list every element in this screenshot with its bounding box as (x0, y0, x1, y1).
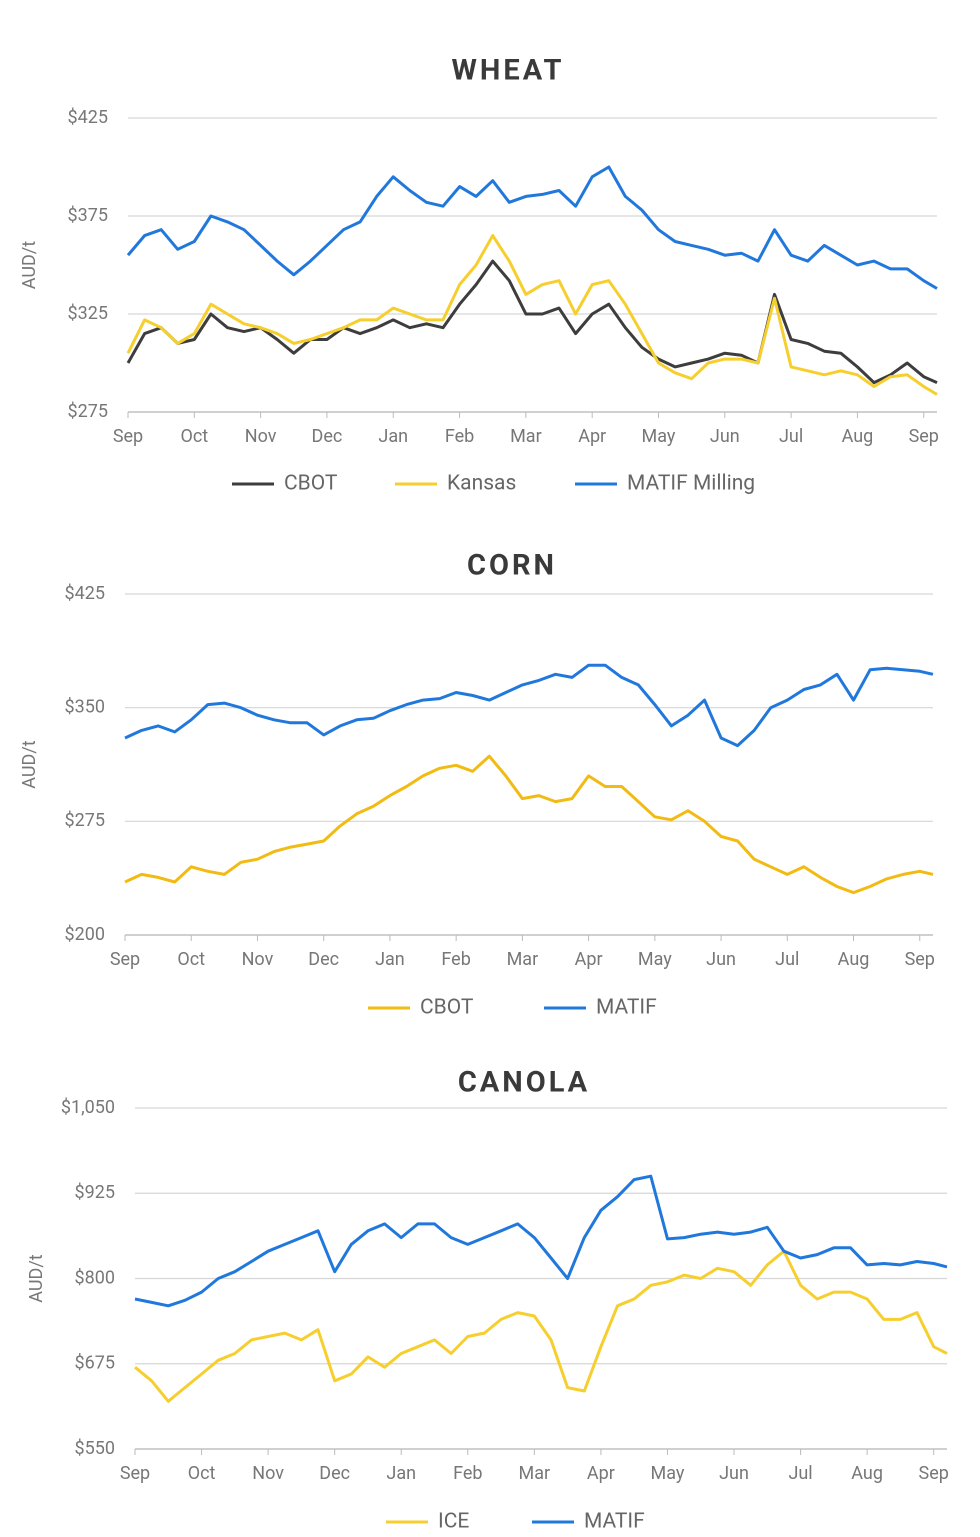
x-tick-label: May (651, 1463, 685, 1484)
x-tick-label: Sep (909, 426, 939, 447)
x-tick-label: Jul (775, 949, 799, 970)
x-tick-label: May (642, 426, 676, 447)
legend-label: Kansas (447, 472, 516, 496)
series-line (124, 754, 934, 895)
x-tick-label: Sep (113, 426, 143, 447)
x-tick-label: Dec (319, 1463, 350, 1484)
y-tick-label: $275 (65, 810, 105, 831)
x-tick-label: Jan (386, 1463, 416, 1484)
x-tick-label: Mar (507, 949, 539, 970)
y-tick-label: $1,050 (61, 1097, 115, 1118)
series-line (134, 1174, 948, 1308)
series-line (134, 1249, 948, 1403)
series-line (126, 165, 938, 290)
legend-label: MATIF (596, 996, 657, 1020)
legend-label: CBOT (420, 996, 474, 1020)
x-tick-label: Jul (779, 426, 803, 447)
x-tick-label: Jun (710, 426, 740, 447)
x-tick-label: Oct (180, 426, 208, 447)
legend-label: MATIF Milling (627, 472, 755, 496)
x-tick-label: Aug (851, 1463, 883, 1484)
x-tick-label: Sep (110, 949, 140, 970)
x-tick-label: Nov (242, 949, 274, 970)
x-tick-label: Feb (445, 426, 474, 447)
x-tick-label: Apr (575, 949, 603, 970)
chart-title: CANOLA (458, 1066, 590, 1100)
x-tick-label: Oct (188, 1463, 216, 1484)
y-tick-label: $375 (68, 205, 108, 226)
y-axis-label: AUD/t (19, 740, 40, 789)
y-tick-label: $425 (65, 583, 105, 604)
x-tick-label: Aug (842, 426, 874, 447)
y-tick-label: $275 (68, 401, 108, 422)
y-tick-label: $325 (68, 303, 108, 324)
y-tick-label: $550 (75, 1438, 115, 1459)
chart-title: CORN (467, 549, 557, 583)
legend-label: MATIF (584, 1510, 645, 1534)
x-tick-label: Nov (245, 426, 277, 447)
x-tick-label: Mar (519, 1463, 551, 1484)
x-tick-label: Sep (919, 1463, 949, 1484)
x-tick-label: Mar (510, 426, 542, 447)
x-tick-label: Jun (719, 1463, 749, 1484)
x-tick-label: Feb (453, 1463, 482, 1484)
x-tick-label: Apr (578, 426, 606, 447)
chart-title: WHEAT (452, 54, 565, 88)
legend-label: ICE (438, 1510, 469, 1534)
x-tick-label: Oct (177, 949, 205, 970)
x-tick-label: Jul (788, 1463, 812, 1484)
y-axis-label: AUD/t (19, 241, 40, 290)
legend-label: CBOT (284, 472, 338, 496)
x-tick-label: Aug (838, 949, 870, 970)
series-line (126, 259, 938, 385)
y-tick-label: $925 (75, 1182, 115, 1203)
x-tick-label: Jan (378, 426, 408, 447)
chart: CORN AUD/t $200 $275 $350 $425 Sep Oct Nov Dec Jan… (19, 549, 935, 1020)
y-tick-label: $675 (75, 1353, 115, 1374)
chart: CANOLA AUD/t $550 $675 $800 $925 $1,050 Sep Oct N… (26, 1066, 949, 1534)
y-tick-label: $200 (65, 924, 105, 945)
chart: WHEAT AUD/t $275 $325 $375 $425 Sep Oct Nov Dec Ja… (19, 54, 939, 496)
x-tick-label: Dec (312, 426, 343, 447)
x-tick-label: Jun (706, 949, 736, 970)
x-tick-label: Dec (308, 949, 339, 970)
y-axis-label: AUD/t (26, 1254, 47, 1303)
x-tick-label: Feb (441, 949, 470, 970)
series-line (126, 234, 938, 396)
x-tick-label: Apr (587, 1463, 615, 1484)
y-tick-label: $800 (75, 1267, 115, 1288)
x-tick-label: May (638, 949, 672, 970)
x-tick-label: Jan (375, 949, 405, 970)
y-tick-label: $350 (65, 696, 105, 717)
x-tick-label: Nov (252, 1463, 284, 1484)
series-line (124, 663, 934, 748)
x-tick-label: Sep (905, 949, 935, 970)
y-tick-label: $425 (68, 107, 108, 128)
x-tick-label: Sep (120, 1463, 150, 1484)
